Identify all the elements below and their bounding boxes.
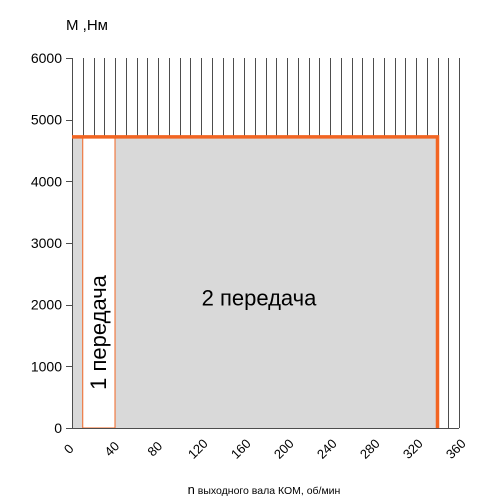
region-layer bbox=[72, 136, 438, 429]
y-tick-label-4000: 4000 bbox=[31, 173, 62, 189]
region-first-gear bbox=[82, 136, 116, 429]
torque-envelope-line bbox=[72, 135, 440, 428]
x-tick-label-120: 120 bbox=[185, 436, 211, 462]
x-tick-label-0: 0 bbox=[61, 441, 77, 457]
region-label-first-gear: 1 передача bbox=[86, 274, 111, 390]
x-axis-title: n выходного вала КОМ, об/мин bbox=[188, 482, 341, 497]
y-tick-label-6000: 6000 bbox=[31, 50, 62, 66]
y-tick-label-3000: 3000 bbox=[31, 235, 62, 251]
envelope-layer bbox=[72, 135, 440, 428]
y-tick-label-5000: 5000 bbox=[31, 112, 62, 128]
region-second-gear bbox=[72, 136, 438, 428]
x-tick-label-40: 40 bbox=[101, 438, 122, 459]
y-tick-label-2000: 2000 bbox=[31, 297, 62, 313]
y-axis-title: M ,Нм bbox=[66, 17, 108, 34]
x-tick-label-160: 160 bbox=[228, 436, 254, 462]
x-tick-label-240: 240 bbox=[314, 436, 340, 462]
x-tick-label-80: 80 bbox=[144, 438, 165, 459]
x-tick-label-280: 280 bbox=[357, 436, 383, 462]
y-tick-label-1000: 1000 bbox=[31, 358, 62, 374]
y-tick-label-0: 0 bbox=[54, 420, 62, 436]
axis-layer bbox=[66, 58, 459, 429]
region-label-second-gear: 2 передача bbox=[202, 286, 318, 311]
x-tick-label-360: 360 bbox=[443, 436, 469, 462]
x-tick-label-200: 200 bbox=[271, 436, 297, 462]
x-tick-label-320: 320 bbox=[400, 436, 426, 462]
